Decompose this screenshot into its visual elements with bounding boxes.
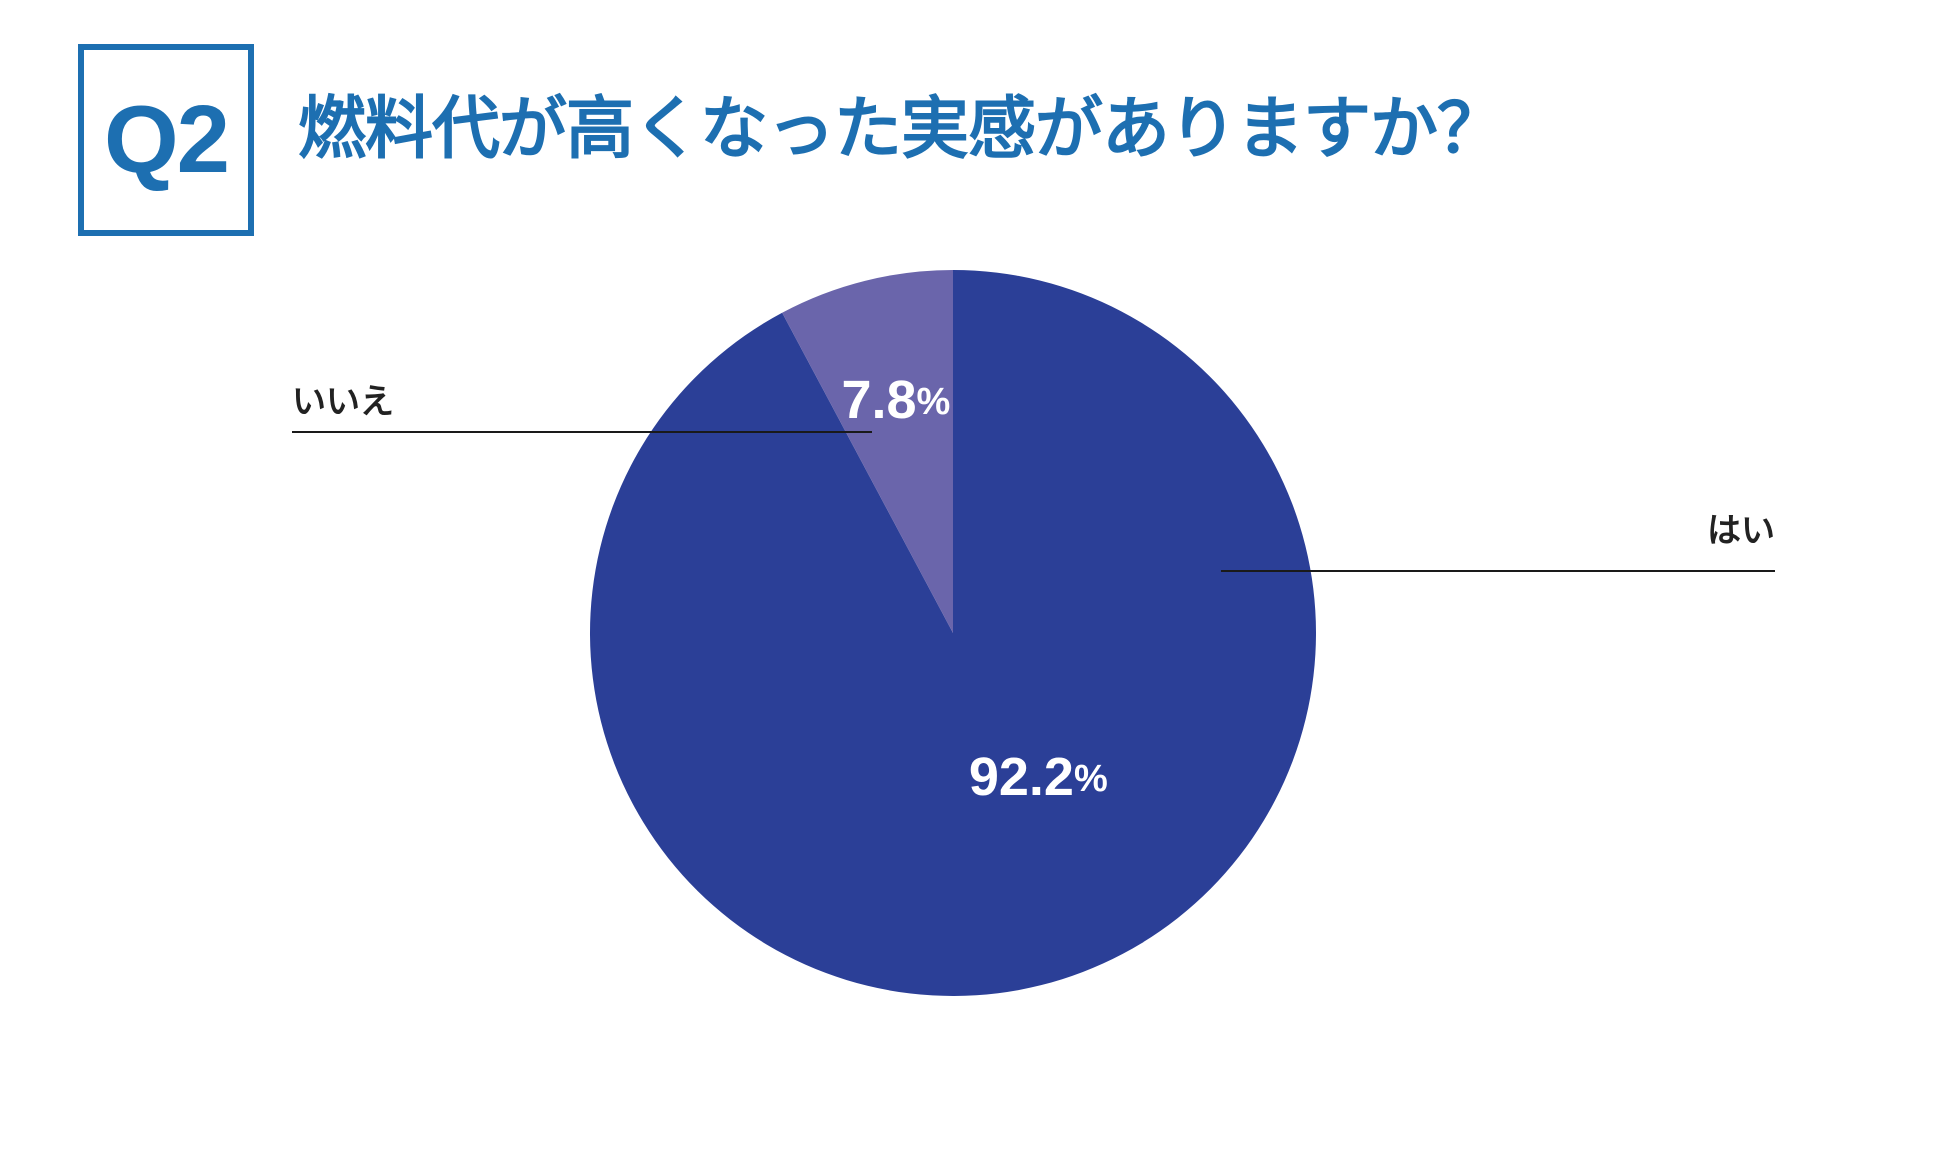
- pie-slice-yes: [589, 270, 1316, 996]
- category-label-no: いいえ: [292, 382, 394, 422]
- data-label-no: 7.8%: [841, 370, 950, 430]
- category-label-yes: はい: [1707, 511, 1775, 551]
- pie-slice-no: [782, 270, 953, 633]
- data-label-yes: 92.2%: [969, 747, 1108, 807]
- question-number: Q2: [103, 86, 230, 193]
- question-number-box: Q2: [78, 44, 254, 236]
- chart-title: 燃料代が高くなった実感がありますか？: [298, 90, 1505, 169]
